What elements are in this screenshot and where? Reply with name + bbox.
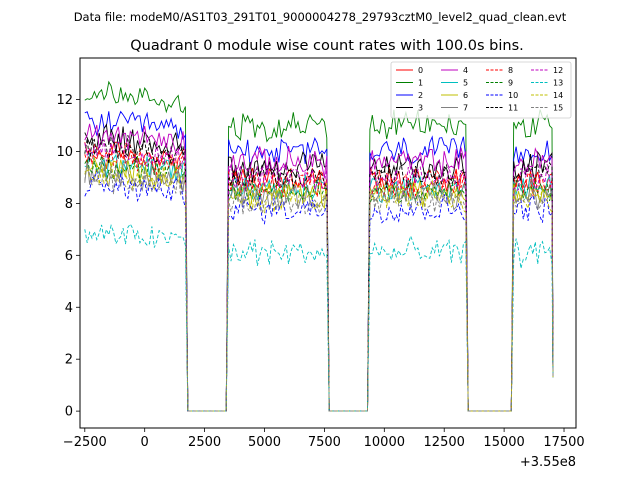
series-line-15 bbox=[84, 162, 554, 412]
series-line-10 bbox=[84, 170, 554, 412]
series-line-6 bbox=[84, 156, 554, 412]
x-tick-label: 5000 bbox=[248, 435, 281, 450]
legend-box bbox=[390, 61, 572, 119]
x-tick-label: 10000 bbox=[364, 435, 405, 450]
y-tick-label: 6 bbox=[65, 249, 73, 264]
y-tick-label: 2 bbox=[65, 353, 73, 368]
y-tick-label: 4 bbox=[65, 301, 73, 316]
legend-label-12: 12 bbox=[553, 66, 563, 75]
plot-area bbox=[84, 80, 554, 412]
x-tick-label: −2500 bbox=[63, 435, 107, 450]
legend-label-4: 4 bbox=[463, 66, 468, 75]
legend-label-10: 10 bbox=[508, 91, 518, 100]
axes-frame bbox=[79, 57, 577, 429]
legend-label-14: 14 bbox=[553, 91, 563, 100]
legend-label-15: 15 bbox=[553, 104, 563, 113]
legend-label-9: 9 bbox=[508, 79, 513, 88]
legend-label-3: 3 bbox=[418, 104, 423, 113]
figure-suptitle: Data file: modeM0/AS1T03_291T01_90000042… bbox=[74, 10, 567, 24]
chart-title: Quadrant 0 module wise count rates with … bbox=[130, 38, 524, 54]
x-tick-label: 2500 bbox=[188, 435, 221, 450]
legend-label-13: 13 bbox=[553, 79, 563, 88]
legend-label-0: 0 bbox=[418, 66, 423, 75]
x-tick-label: 12500 bbox=[424, 435, 465, 450]
x-offset-label: +3.55e8 bbox=[520, 455, 576, 470]
legend-label-2: 2 bbox=[418, 91, 423, 100]
series-line-13 bbox=[84, 223, 554, 412]
legend-label-8: 8 bbox=[508, 66, 513, 75]
y-tick-label: 10 bbox=[56, 145, 73, 160]
series-line-14 bbox=[84, 161, 554, 412]
legend-label-1: 1 bbox=[418, 79, 423, 88]
series-line-11 bbox=[84, 135, 554, 412]
axis-ticks: −2500 0 5000 7500 10000 12500 15000 17500 2500 0 2… bbox=[56, 93, 584, 450]
y-tick-label: 8 bbox=[65, 197, 73, 212]
x-tick-label: 15000 bbox=[483, 435, 524, 450]
y-tick-label: 0 bbox=[65, 405, 73, 420]
y-tick-label: 12 bbox=[56, 93, 73, 108]
legend-label-6: 6 bbox=[463, 91, 468, 100]
series-line-9 bbox=[84, 155, 554, 412]
x-tick-label: 7500 bbox=[308, 435, 341, 450]
series-line-7 bbox=[84, 158, 554, 412]
x-tick-label: 0 bbox=[141, 435, 149, 450]
legend-label-5: 5 bbox=[463, 79, 468, 88]
legend-label-11: 11 bbox=[508, 104, 518, 113]
x-tick-label: 17500 bbox=[543, 435, 584, 450]
legend-label-7: 7 bbox=[463, 104, 468, 113]
